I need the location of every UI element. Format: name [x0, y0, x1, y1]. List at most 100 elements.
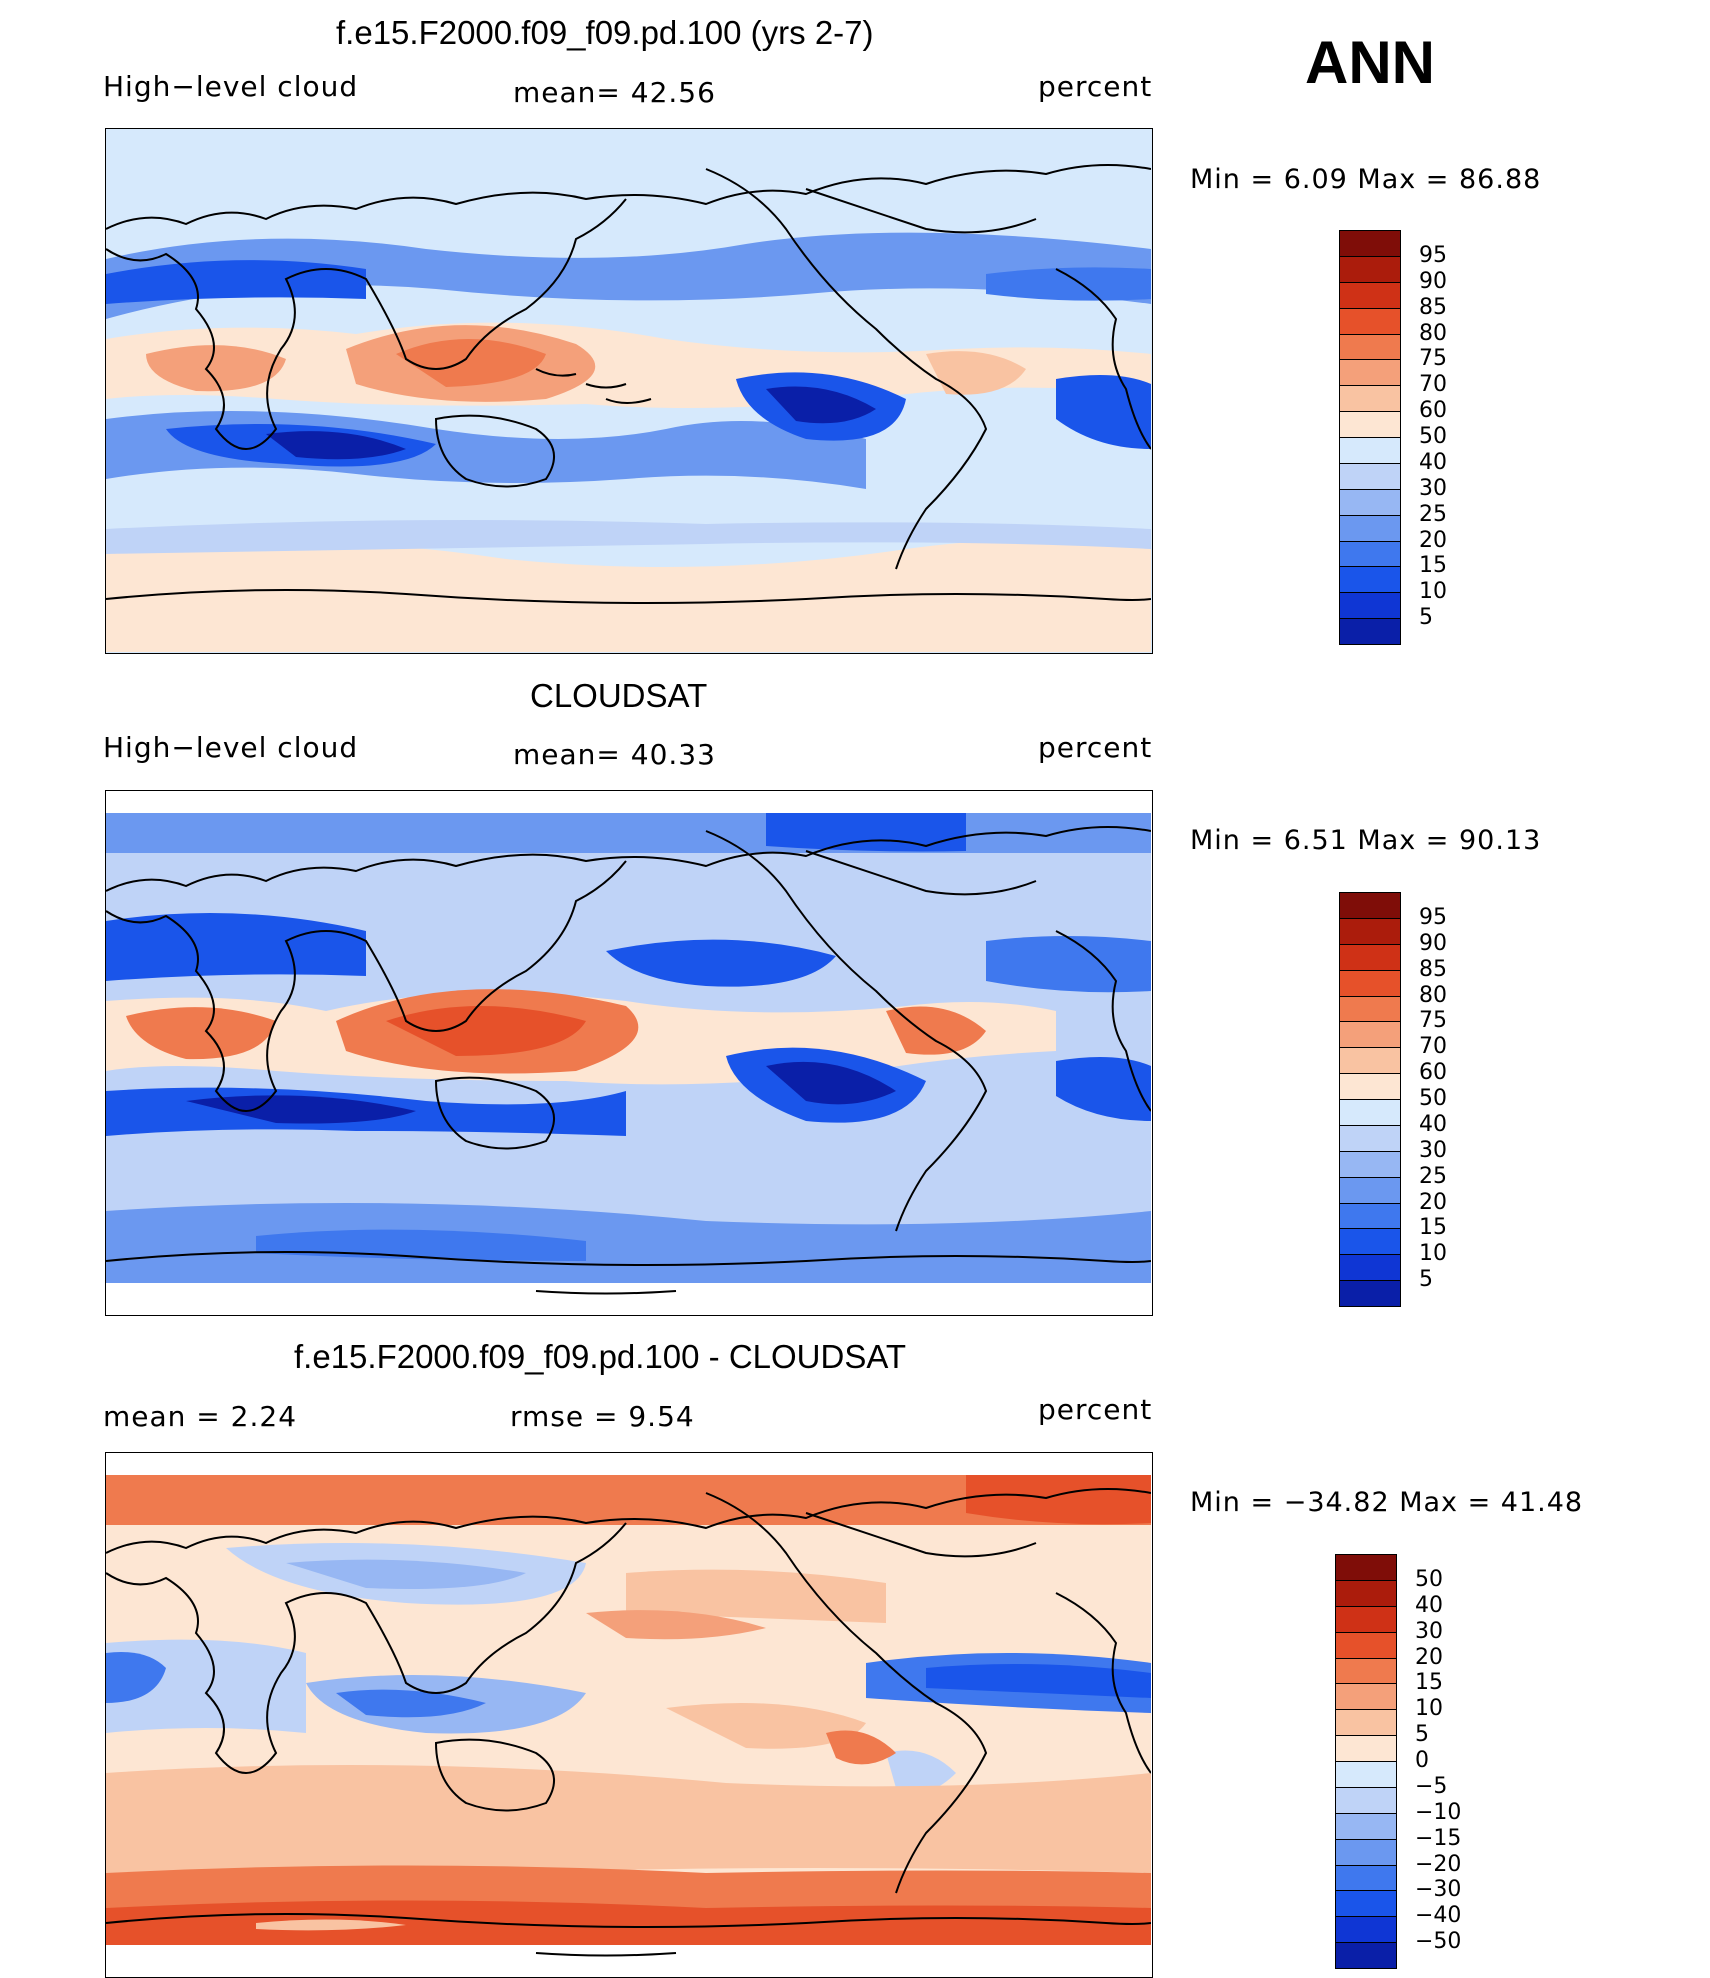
colorbar-swatch — [1335, 1579, 1397, 1607]
colorbar-label: 60 — [1419, 1060, 1447, 1086]
colorbar-swatch — [1339, 437, 1401, 464]
colorbar-label: 5 — [1419, 605, 1433, 631]
panel2-units: percent — [1038, 731, 1153, 764]
colorbar-label: 60 — [1419, 398, 1447, 424]
colorbar-swatch — [1339, 943, 1401, 971]
colorbar-swatch — [1339, 540, 1401, 567]
colorbar-label: 25 — [1419, 501, 1447, 527]
panel1-minmax: Min = 6.09 Max = 86.88 — [1190, 164, 1542, 195]
colorbar-swatch — [1339, 411, 1401, 438]
colorbar-swatch — [1339, 1124, 1401, 1152]
colorbar-label: 90 — [1419, 930, 1447, 956]
colorbar-label: −5 — [1415, 1773, 1448, 1799]
panel2-mean: mean= 40.33 — [513, 738, 716, 771]
colorbar-swatch — [1335, 1683, 1397, 1710]
panel1-map — [105, 128, 1153, 654]
colorbar-swatch — [1339, 1280, 1401, 1307]
colorbar-swatch — [1339, 1254, 1401, 1281]
colorbar-swatch — [1339, 1150, 1401, 1178]
colorbar-label: 90 — [1419, 268, 1447, 294]
colorbar-swatch — [1339, 566, 1401, 593]
season-label: ANN — [1305, 29, 1435, 96]
colorbar-swatch — [1339, 1021, 1401, 1048]
colorbar-swatch — [1339, 230, 1401, 257]
colorbar-swatch — [1339, 1047, 1401, 1074]
colorbar-swatch — [1335, 1890, 1397, 1917]
panel2-minmax: Min = 6.51 Max = 90.13 — [1190, 825, 1542, 856]
colorbar-label: −40 — [1415, 1903, 1462, 1929]
panel2-variable-label: High−level cloud — [103, 731, 359, 764]
colorbar-swatch — [1339, 488, 1401, 516]
colorbar-swatch — [1335, 1554, 1397, 1581]
colorbar-label: 20 — [1419, 527, 1447, 553]
panel1-colorbar: 95 90 85 80 75 70 60 50 40 30 25 20 15 10 5 — [1339, 230, 1447, 645]
colorbar-label: 15 — [1415, 1670, 1443, 1696]
colorbar-label: 80 — [1419, 320, 1447, 346]
panel1-title: f.e15.F2000.f09_f09.pd.100 (yrs 2-7) — [336, 14, 874, 51]
colorbar-swatch — [1339, 618, 1401, 645]
colorbar-label: 30 — [1419, 475, 1447, 501]
colorbar-label: 50 — [1419, 1086, 1447, 1111]
colorbar-swatch — [1339, 1073, 1401, 1100]
colorbar-swatch — [1339, 1099, 1401, 1126]
colorbar-swatch — [1339, 307, 1401, 334]
colorbar-label: 30 — [1419, 1137, 1447, 1163]
colorbar-label: 20 — [1415, 1644, 1443, 1670]
colorbar-label: 50 — [1419, 424, 1447, 449]
colorbar-label: 20 — [1419, 1189, 1447, 1215]
colorbar-label: 15 — [1419, 553, 1447, 579]
panel3-mean: mean = 2.24 — [103, 1400, 298, 1433]
colorbar-swatch — [1339, 995, 1401, 1022]
colorbar-swatch — [1339, 281, 1401, 309]
colorbar-swatch — [1335, 1735, 1397, 1762]
panel2-colorbar: 95 90 85 80 75 70 60 50 40 30 25 20 15 10 5 — [1339, 892, 1447, 1307]
colorbar-label: 95 — [1419, 242, 1447, 268]
colorbar-label: 75 — [1419, 346, 1447, 372]
colorbar-label: 50 — [1415, 1566, 1443, 1592]
colorbar-label: 10 — [1415, 1696, 1443, 1722]
panel1-units: percent — [1038, 70, 1153, 103]
panel3-colorbar: 50 40 30 20 15 10 5 0 −5 −10 −15 −20 −30 −40 −50 — [1335, 1554, 1461, 1969]
colorbar-label: −10 — [1415, 1799, 1462, 1825]
colorbar-swatch — [1335, 1864, 1397, 1891]
colorbar-swatch — [1339, 255, 1401, 283]
panel1-variable-label: High−level cloud — [103, 70, 359, 103]
panel2-map — [105, 790, 1153, 1316]
colorbar-swatch — [1335, 1916, 1397, 1943]
colorbar-label: 5 — [1415, 1722, 1429, 1748]
colorbar-swatch — [1339, 1202, 1401, 1229]
colorbar-label: 10 — [1419, 1241, 1447, 1267]
colorbar-label: 5 — [1419, 1267, 1433, 1293]
colorbar-swatch — [1339, 359, 1401, 386]
colorbar-label: −20 — [1415, 1851, 1462, 1877]
colorbar-label: 70 — [1419, 372, 1447, 398]
colorbar-label: 10 — [1419, 579, 1447, 605]
colorbar-label: −30 — [1415, 1877, 1462, 1903]
colorbar-swatch — [1335, 1942, 1397, 1969]
colorbar-label: 40 — [1419, 449, 1447, 475]
colorbar-swatch — [1339, 385, 1401, 412]
colorbar-label: 75 — [1419, 1008, 1447, 1034]
colorbar-label: 95 — [1419, 904, 1447, 930]
panel2-title: CLOUDSAT — [530, 677, 708, 714]
colorbar-label: 40 — [1415, 1592, 1443, 1618]
colorbar-swatch — [1335, 1657, 1397, 1684]
colorbar-label: 80 — [1419, 982, 1447, 1008]
colorbar-label: 15 — [1419, 1215, 1447, 1241]
colorbar-label: 70 — [1419, 1034, 1447, 1060]
panel3-map — [105, 1452, 1153, 1978]
colorbar-swatch — [1339, 969, 1401, 996]
colorbar-label: −50 — [1415, 1929, 1462, 1955]
colorbar-swatch — [1335, 1838, 1397, 1865]
colorbar-label: 25 — [1419, 1163, 1447, 1189]
panel3-units: percent — [1038, 1393, 1153, 1426]
colorbar-label: 85 — [1419, 294, 1447, 320]
colorbar-label: 85 — [1419, 956, 1447, 982]
colorbar-swatch — [1335, 1709, 1397, 1736]
colorbar-swatch — [1339, 1228, 1401, 1255]
colorbar-swatch — [1339, 592, 1401, 619]
colorbar-swatch — [1335, 1631, 1397, 1658]
colorbar-label: 0 — [1415, 1748, 1429, 1773]
colorbar-swatch — [1335, 1786, 1397, 1814]
colorbar-swatch — [1339, 892, 1401, 919]
